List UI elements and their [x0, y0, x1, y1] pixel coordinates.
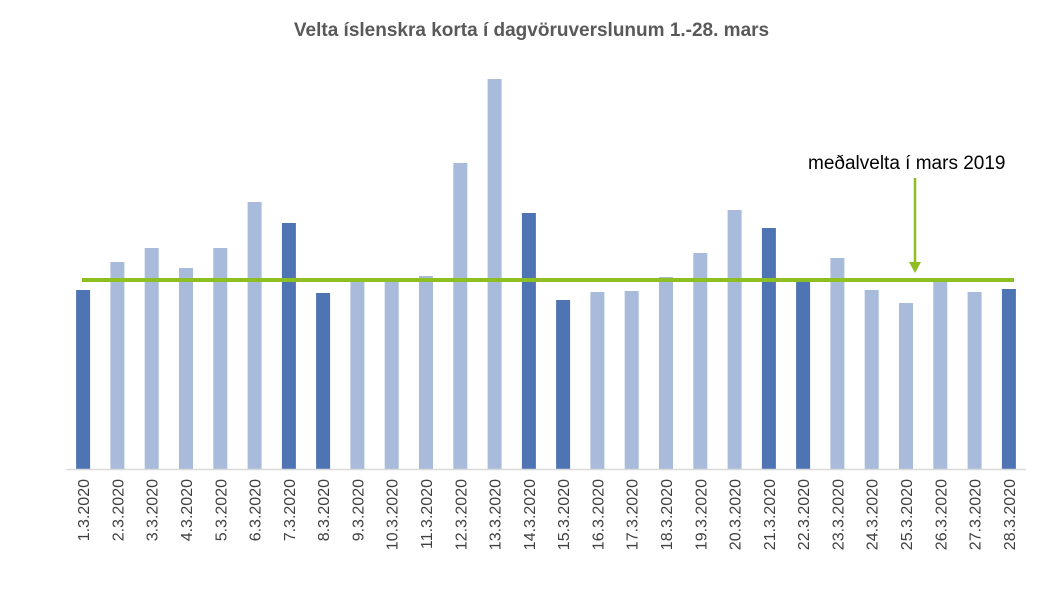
- x-tick-label: 6.3.2020: [248, 479, 265, 541]
- bar-7.3.2020: [281, 223, 296, 469]
- bar-2.3.2020: [110, 262, 125, 469]
- bar-10.3.2020: [384, 280, 399, 469]
- annotation-arrow-head: [909, 262, 921, 273]
- x-tick-label: 2.3.2020: [110, 479, 127, 541]
- bars-group: [76, 79, 1016, 469]
- bar-13.3.2020: [487, 79, 502, 469]
- x-tick-label: 3.3.2020: [145, 479, 162, 541]
- bar-11.3.2020: [419, 276, 433, 469]
- bar-4.3.2020: [179, 268, 193, 469]
- x-tick-label: 1.3.2020: [76, 479, 93, 541]
- bar-27.3.2020: [967, 292, 982, 469]
- x-tick-label: 21.3.2020: [762, 479, 779, 550]
- bar-21.3.2020: [761, 228, 776, 469]
- bar-14.3.2020: [521, 213, 536, 469]
- x-tick-label: 8.3.2020: [316, 479, 333, 541]
- x-tick-label: 14.3.2020: [522, 479, 539, 550]
- tick-labels-group: 1.3.2020 2.3.2020 3.3.2020 4.3.2020 5.3.2020…: [76, 479, 1019, 550]
- x-tick-label: 4.3.2020: [179, 479, 196, 541]
- bar-1.3.2020: [76, 290, 91, 469]
- bar-5.3.2020: [213, 248, 228, 469]
- bar-28.3.2020: [1001, 289, 1016, 469]
- x-tick-label: 13.3.2020: [488, 479, 505, 550]
- chart-title: Velta íslenskra korta í dagvöruverslunum…: [293, 20, 770, 41]
- bar-25.3.2020: [899, 303, 913, 469]
- bar-18.3.2020: [659, 277, 673, 469]
- x-tick-label: 25.3.2020: [899, 479, 916, 550]
- x-tick-label: 16.3.2020: [590, 479, 607, 550]
- x-tick-label: 24.3.2020: [865, 479, 882, 550]
- bar-16.3.2020: [590, 292, 605, 469]
- x-tick-label: 15.3.2020: [556, 479, 573, 550]
- x-tick-label: 17.3.2020: [625, 479, 642, 550]
- bar-15.3.2020: [556, 300, 571, 469]
- reference-line-label: meðalvelta í mars 2019: [808, 153, 1006, 174]
- x-tick-label: 10.3.2020: [385, 479, 402, 550]
- bar-17.3.2020: [624, 291, 639, 469]
- x-tick-label: 22.3.2020: [796, 479, 813, 550]
- bar-26.3.2020: [933, 281, 948, 469]
- bar-6.3.2020: [247, 202, 262, 469]
- bar-12.3.2020: [453, 163, 468, 469]
- x-tick-label: 26.3.2020: [933, 479, 950, 550]
- x-tick-label: 11.3.2020: [419, 479, 436, 549]
- x-tick-label: 5.3.2020: [213, 479, 230, 541]
- x-tick-label: 23.3.2020: [830, 479, 847, 550]
- x-tick-label: 19.3.2020: [693, 479, 710, 550]
- bar-8.3.2020: [316, 293, 331, 469]
- bar-19.3.2020: [693, 253, 708, 469]
- x-tick-label: 12.3.2020: [453, 479, 470, 550]
- bar-3.3.2020: [144, 248, 159, 469]
- bar-24.3.2020: [864, 290, 879, 469]
- bar-22.3.2020: [796, 280, 811, 469]
- x-tick-label: 18.3.2020: [659, 479, 676, 550]
- bar-9.3.2020: [350, 280, 365, 469]
- bar-23.3.2020: [830, 258, 845, 469]
- x-tick-label: 20.3.2020: [728, 479, 745, 550]
- x-tick-label: 7.3.2020: [282, 479, 299, 541]
- bar-20.3.2020: [727, 210, 742, 469]
- x-tick-label: 28.3.2020: [1002, 479, 1019, 550]
- x-tick-label: 9.3.2020: [350, 479, 367, 541]
- x-tick-label: 27.3.2020: [968, 479, 985, 550]
